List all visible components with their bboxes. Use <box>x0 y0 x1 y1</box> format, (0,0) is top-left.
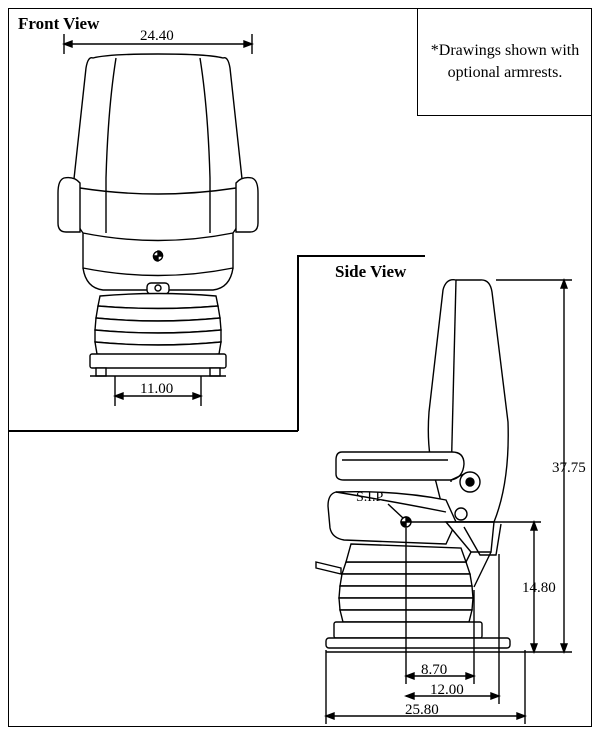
front-view-drawing <box>8 8 308 428</box>
frame-step-h <box>8 430 298 432</box>
dim-front-width: 24.40 <box>140 28 174 45</box>
dim-side-depth-b: 12.00 <box>430 682 464 699</box>
note-box: *Drawings shown with optional armrests. <box>417 8 592 116</box>
dim-side-height-sip: 14.80 <box>522 580 556 597</box>
side-view-drawing <box>296 252 596 732</box>
dim-side-depth-a: 8.70 <box>421 662 447 679</box>
dim-side-depth-total: 25.80 <box>405 702 439 719</box>
note-text: *Drawings shown with optional armrests. <box>428 40 582 83</box>
sip-label: S.I.P. <box>356 490 385 506</box>
dim-side-height-total: 37.75 <box>552 460 586 477</box>
dim-front-base: 11.00 <box>140 381 173 398</box>
